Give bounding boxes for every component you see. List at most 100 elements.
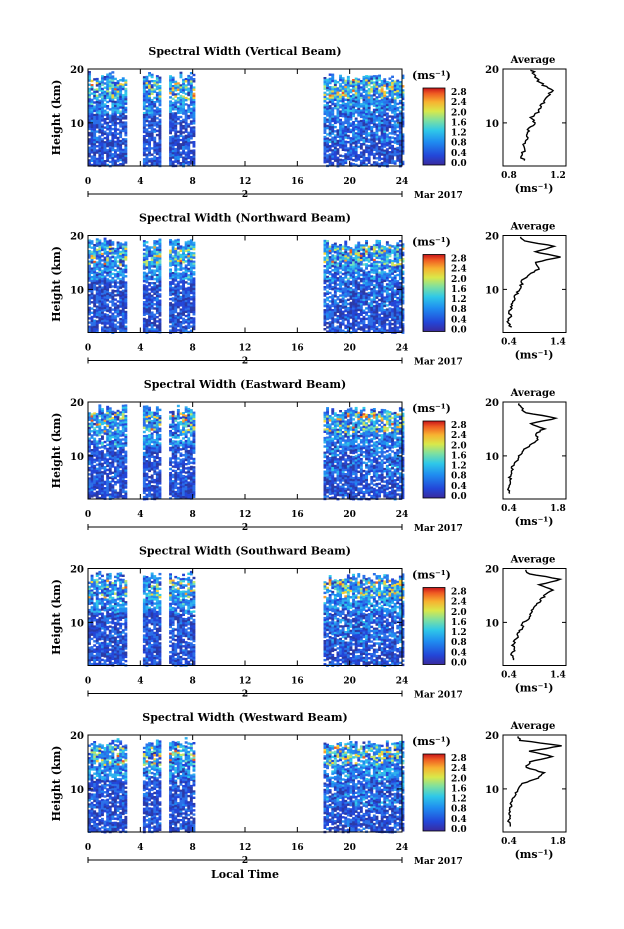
colorbar xyxy=(422,87,446,166)
y-axis-label: Height (km) xyxy=(50,246,63,322)
y-tick-label: 20 xyxy=(70,731,84,742)
colorbar-unit: (ms⁻¹) xyxy=(412,236,451,249)
colorbar-tick-label: 0.0 xyxy=(451,659,467,669)
x-tick-label: 16 xyxy=(291,843,304,853)
y-axis-label: Height (km) xyxy=(50,413,63,489)
x-tick-label: 12 xyxy=(239,510,252,520)
avg-y-tick-label: 20 xyxy=(485,65,499,76)
avg-x-tick-label: 0.4 xyxy=(501,837,517,847)
heatmap-cells xyxy=(88,237,405,334)
colorbar-tick-label: 1.6 xyxy=(451,285,467,295)
x-tick-label: 16 xyxy=(291,510,304,520)
y-tick-label: 10 xyxy=(70,452,84,463)
y-tick-label: 10 xyxy=(70,119,84,130)
x-axis-label: Local Time xyxy=(211,868,279,881)
colorbar xyxy=(422,587,446,665)
x-tick-label: 4 xyxy=(137,177,143,187)
average-unit: (ms⁻¹) xyxy=(515,515,554,528)
panel-title: Spectral Width (Westward Beam) xyxy=(142,711,347,724)
average-frame xyxy=(502,734,567,833)
colorbar-tick-label: 1.6 xyxy=(451,451,467,461)
panel-3: Spectral Width (Eastward Beam)1020Height… xyxy=(50,378,567,534)
x-tick-label: 0 xyxy=(85,344,91,354)
x-tick-label: 0 xyxy=(85,510,91,520)
x-tick-label: 24 xyxy=(396,510,409,520)
colorbar-tick-label: 2.0 xyxy=(451,774,467,784)
y-tick-label: 10 xyxy=(70,785,84,796)
colorbar-tick-label: 2.8 xyxy=(451,88,467,98)
x-tick-label: 4 xyxy=(137,344,143,354)
colorbar-tick-label: 0.8 xyxy=(451,305,467,315)
x-tick-label: 24 xyxy=(396,677,409,687)
day-label: 2 xyxy=(242,357,248,367)
avg-y-tick-label: 20 xyxy=(485,232,499,243)
average-frame xyxy=(502,568,567,666)
average-title: Average xyxy=(510,555,556,566)
heatmap-cells xyxy=(88,71,405,168)
average-profile-line xyxy=(506,236,561,328)
x-tick-label: 20 xyxy=(343,843,356,853)
colorbar-tick-label: 0.8 xyxy=(451,139,467,149)
average-unit: (ms⁻¹) xyxy=(515,349,554,362)
colorbar-tick-label: 0.0 xyxy=(451,492,467,502)
average-unit: (ms⁻¹) xyxy=(515,182,554,195)
avg-x-tick-label: 1.4 xyxy=(550,671,566,681)
colorbar-tick-label: 2.8 xyxy=(451,588,467,598)
avg-y-tick-label: 10 xyxy=(485,119,499,130)
x-tick-label: 16 xyxy=(291,344,304,354)
avg-y-tick-label: 10 xyxy=(485,618,499,629)
colorbar-tick-label: 1.2 xyxy=(451,295,467,305)
average-unit: (ms⁻¹) xyxy=(515,682,554,695)
panel-title: Spectral Width (Vertical Beam) xyxy=(148,45,341,58)
colorbar-unit: (ms⁻¹) xyxy=(412,735,451,748)
avg-y-tick-label: 20 xyxy=(485,565,499,576)
x-tick-label: 20 xyxy=(343,177,356,187)
avg-x-tick-label: 1.8 xyxy=(550,504,566,514)
x-tick-label: 12 xyxy=(239,177,252,187)
colorbar-tick-label: 1.6 xyxy=(451,118,467,128)
x-tick-label: 24 xyxy=(396,344,409,354)
colorbar-tick-label: 1.2 xyxy=(451,129,467,139)
day-label: 2 xyxy=(242,856,248,866)
x-tick-label: 12 xyxy=(239,677,252,687)
avg-x-tick-label: 0.8 xyxy=(501,171,517,181)
average-frame xyxy=(502,235,567,333)
colorbar-tick-label: 2.4 xyxy=(451,98,467,108)
colorbar-tick-label: 2.0 xyxy=(451,441,467,451)
x-tick-label: 24 xyxy=(396,843,409,853)
average-title: Average xyxy=(510,388,556,399)
colorbar-tick-label: 1.2 xyxy=(451,462,467,472)
x-tick-label: 20 xyxy=(343,677,356,687)
panel-title: Spectral Width (Southward Beam) xyxy=(139,545,351,558)
day-label: 2 xyxy=(242,523,248,533)
colorbar-tick-label: 2.4 xyxy=(451,598,467,608)
y-tick-label: 10 xyxy=(70,285,84,296)
avg-y-tick-label: 10 xyxy=(485,785,499,796)
avg-x-tick-label: 1.4 xyxy=(550,338,566,348)
colorbar-tick-label: 0.4 xyxy=(451,648,467,658)
avg-y-tick-label: 10 xyxy=(485,285,499,296)
x-tick-label: 4 xyxy=(137,843,143,853)
colorbar-tick-label: 2.8 xyxy=(451,421,467,431)
heatmap-cells xyxy=(88,570,405,667)
panel-2: Spectral Width (Northward Beam)1020Heigh… xyxy=(50,212,567,368)
date-label: Mar 2017 xyxy=(414,524,463,534)
heatmap-cells xyxy=(88,404,405,501)
average-title: Average xyxy=(510,222,556,233)
x-tick-label: 20 xyxy=(343,344,356,354)
y-axis-label: Height (km) xyxy=(50,579,63,655)
y-tick-label: 20 xyxy=(70,398,84,409)
x-tick-label: 16 xyxy=(291,177,304,187)
y-tick-label: 20 xyxy=(70,232,84,243)
average-profile-line xyxy=(510,569,563,661)
colorbar-tick-label: 2.0 xyxy=(451,108,467,118)
day-label: 2 xyxy=(242,190,248,200)
panel-4: Spectral Width (Southward Beam) 10 20 Heigh… xyxy=(50,545,567,701)
colorbar-tick-label: 1.2 xyxy=(451,628,467,638)
y-axis-label: Height (km) xyxy=(50,80,63,156)
colorbar-tick-label: 0.4 xyxy=(451,149,467,159)
x-tick-label: 8 xyxy=(190,344,196,354)
colorbar-tick-label: 2.8 xyxy=(451,255,467,265)
x-tick-label: 24 xyxy=(396,177,409,187)
